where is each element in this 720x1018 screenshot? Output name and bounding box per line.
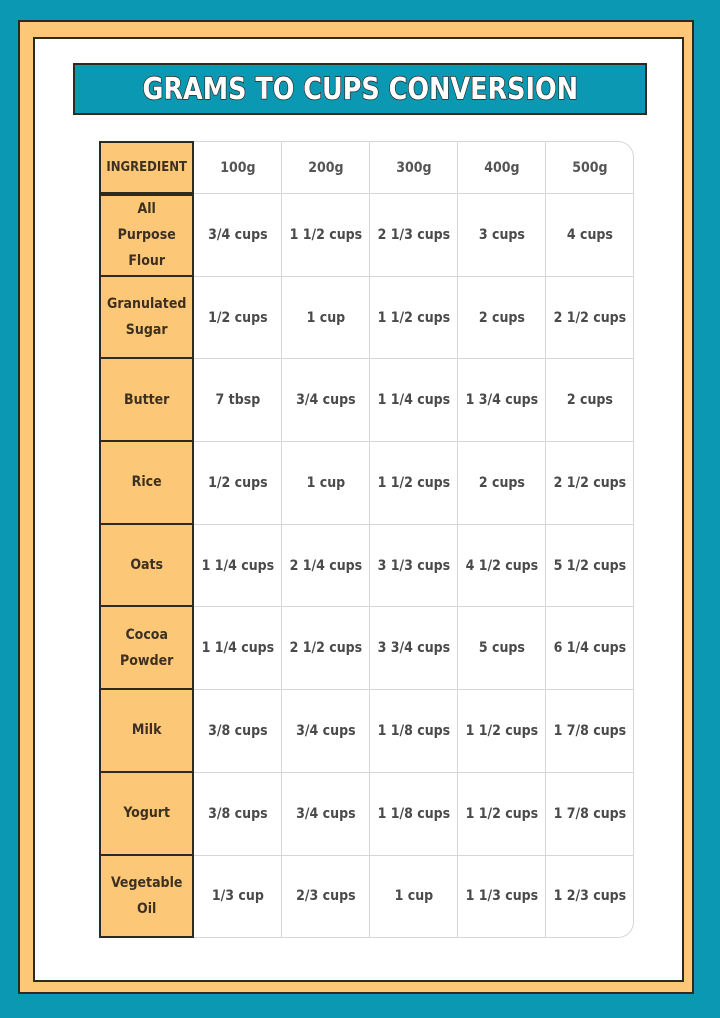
ingredient-cell: Vegetable Oil xyxy=(99,855,195,939)
value-cell: 1 2/3 cups xyxy=(546,855,635,939)
value-cell: 1 1/8 cups xyxy=(370,690,459,773)
title-banner: GRAMS TO CUPS CONVERSION xyxy=(73,63,647,115)
value-cell: 2 1/2 cups xyxy=(282,607,371,691)
value-cell: 1 cup xyxy=(370,855,459,939)
value-cell: 4 cups xyxy=(546,194,635,277)
value-cell: 1 cup xyxy=(282,276,371,360)
value-cell: 2 1/2 cups xyxy=(546,276,635,360)
ingredient-cell: Rice xyxy=(99,442,195,525)
value-cell: 3 1/3 cups xyxy=(370,524,459,608)
value-cell: 1/2 cups xyxy=(194,442,283,525)
table-row: Granulated Sugar 1/2 cups 1 cup 1 1/2 cups 2… xyxy=(99,276,635,360)
value-cell: 1 1/4 cups xyxy=(194,524,283,608)
value-cell: 2 cups xyxy=(458,442,547,525)
ingredient-cell: All Purpose Flour xyxy=(99,194,195,277)
value-cell: 7 tbsp xyxy=(194,359,283,443)
table-row: All Purpose Flour 3/4 cups 1 1/2 cups 2 1/3… xyxy=(99,194,635,277)
value-cell: 3/4 cups xyxy=(194,194,283,277)
ingredient-cell: Yogurt xyxy=(99,772,195,856)
value-cell: 5 1/2 cups xyxy=(546,524,635,608)
header-500g: 500g xyxy=(546,141,635,194)
value-cell: 1 1/8 cups xyxy=(370,772,459,856)
table-row: Butter 7 tbsp 3/4 cups 1 1/4 cups 1 3/4 cups… xyxy=(99,359,635,443)
value-cell: 1 1/2 cups xyxy=(370,276,459,360)
table-row: Vegetable Oil 1/3 cup 2/3 cups 1 cup 1 1/3 c… xyxy=(99,855,635,939)
value-cell: 4 1/2 cups xyxy=(458,524,547,608)
header-300g: 300g xyxy=(370,141,459,194)
ingredient-cell: Granulated Sugar xyxy=(99,276,195,360)
value-cell: 1 7/8 cups xyxy=(546,772,635,856)
value-cell: 1 1/2 cups xyxy=(458,690,547,773)
table-row: Oats 1 1/4 cups 2 1/4 cups 3 1/3 cups 4 1/2 … xyxy=(99,524,635,608)
value-cell: 5 cups xyxy=(458,607,547,691)
table-row: Cocoa Powder 1 1/4 cups 2 1/2 cups 3 3/4 cu… xyxy=(99,607,635,691)
value-cell: 2 1/4 cups xyxy=(282,524,371,608)
value-cell: 2 cups xyxy=(458,276,547,360)
header-200g: 200g xyxy=(282,141,371,194)
value-cell: 1 1/4 cups xyxy=(194,607,283,691)
value-cell: 3/4 cups xyxy=(282,359,371,443)
value-cell: 3/4 cups xyxy=(282,690,371,773)
value-cell: 1 7/8 cups xyxy=(546,690,635,773)
header-400g: 400g xyxy=(458,141,547,194)
value-cell: 1/3 cup xyxy=(194,855,283,939)
table-row: Milk 3/8 cups 3/4 cups 1 1/8 cups 1 1/2 cups… xyxy=(99,690,635,773)
value-cell: 2 1/3 cups xyxy=(370,194,459,277)
page-title: GRAMS TO CUPS CONVERSION xyxy=(142,71,579,108)
ingredient-cell: Milk xyxy=(99,690,195,773)
value-cell: 3 cups xyxy=(458,194,547,277)
value-cell: 1/2 cups xyxy=(194,276,283,360)
value-cell: 3 3/4 cups xyxy=(370,607,459,691)
value-cell: 3/8 cups xyxy=(194,690,283,773)
value-cell: 3/4 cups xyxy=(282,772,371,856)
value-cell: 1 1/2 cups xyxy=(282,194,371,277)
value-cell: 1 1/3 cups xyxy=(458,855,547,939)
header-100g: 100g xyxy=(194,141,283,194)
conversion-table: INGREDIENT 100g 200g 300g 400g 500g All … xyxy=(99,141,635,939)
value-cell: 6 1/4 cups xyxy=(546,607,635,691)
value-cell: 2/3 cups xyxy=(282,855,371,939)
table-row: Rice 1/2 cups 1 cup 1 1/2 cups 2 cups 2 1/2 c… xyxy=(99,442,635,525)
table-row: Yogurt 3/8 cups 3/4 cups 1 1/8 cups 1 1/2 cu… xyxy=(99,772,635,856)
ingredient-cell: Oats xyxy=(99,524,195,608)
ingredient-cell: Cocoa Powder xyxy=(99,607,195,691)
value-cell: 2 cups xyxy=(546,359,635,443)
value-cell: 1 cup xyxy=(282,442,371,525)
header-ingredient: INGREDIENT xyxy=(99,141,195,194)
value-cell: 1 1/2 cups xyxy=(370,442,459,525)
value-cell: 1 1/4 cups xyxy=(370,359,459,443)
value-cell: 2 1/2 cups xyxy=(546,442,635,525)
value-cell: 1 1/2 cups xyxy=(458,772,547,856)
value-cell: 3/8 cups xyxy=(194,772,283,856)
header-row: INGREDIENT 100g 200g 300g 400g 500g xyxy=(99,141,635,194)
value-cell: 1 3/4 cups xyxy=(458,359,547,443)
ingredient-cell: Butter xyxy=(99,359,195,443)
